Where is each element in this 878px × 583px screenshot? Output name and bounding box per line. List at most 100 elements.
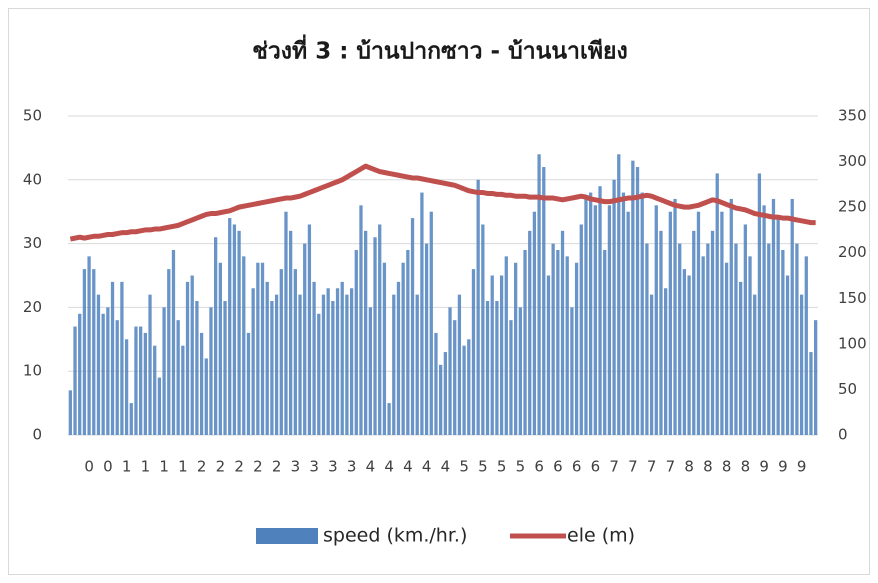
x-tick-label: 8 (703, 458, 713, 476)
bar (443, 352, 447, 435)
y2-tick-label: 0 (838, 426, 848, 444)
bar (354, 249, 358, 435)
bar (546, 275, 551, 435)
bar (729, 198, 733, 435)
y2-tick-label: 150 (838, 289, 867, 307)
bar (298, 294, 302, 435)
bar (565, 256, 569, 435)
x-tick-label: 1 (122, 458, 132, 476)
chart-title: ช่วงที่ 3 : บ้านปากซาว - บ้านนาเพียง (252, 34, 627, 65)
bar (598, 186, 602, 435)
bar (279, 269, 283, 435)
bar (509, 320, 513, 435)
y2-tick-label: 100 (838, 334, 867, 352)
x-tick-label: 6 (553, 458, 563, 476)
bar (574, 262, 579, 435)
x-tick-label: 6 (591, 458, 601, 476)
bar (504, 256, 508, 435)
x-tick-label: 1 (159, 458, 169, 476)
bar (289, 230, 293, 435)
x-tick-label: 5 (459, 458, 469, 476)
bar (274, 294, 279, 435)
bar (664, 288, 668, 435)
x-tick-label: 5 (478, 458, 488, 476)
bar (439, 364, 443, 435)
bar (551, 243, 555, 435)
bar (246, 332, 251, 435)
bar (532, 211, 537, 435)
bar (631, 160, 635, 435)
bar (617, 154, 621, 435)
x-tick-label: 8 (741, 458, 751, 476)
bar (809, 352, 813, 435)
bar (804, 256, 808, 435)
bar (307, 224, 312, 435)
bar (753, 294, 757, 435)
bar (110, 281, 115, 435)
x-tick-label: 8 (722, 458, 732, 476)
bar (448, 307, 452, 435)
bar (317, 313, 321, 435)
bar (312, 281, 316, 435)
bar (96, 294, 101, 435)
y-tick-label: 30 (23, 234, 42, 252)
bar (209, 307, 213, 435)
bar (682, 269, 687, 435)
bar (134, 326, 138, 435)
bar (92, 269, 96, 435)
bar (528, 230, 532, 435)
bar (335, 288, 340, 435)
bar (260, 262, 265, 435)
bar (387, 403, 391, 435)
bar (129, 403, 133, 435)
bar (185, 281, 190, 435)
bar (331, 301, 335, 435)
bar (514, 262, 518, 435)
bar (785, 275, 790, 435)
x-tick-label: 6 (572, 458, 582, 476)
x-tick-label: 5 (516, 458, 526, 476)
x-tick-label: 3 (309, 458, 319, 476)
bar (696, 211, 701, 435)
bar (537, 154, 541, 435)
bar (396, 281, 401, 435)
bar (678, 243, 682, 435)
x-tick-label: 0 (84, 458, 94, 476)
bar (668, 211, 672, 435)
legend-label: speed (km./hr.) (323, 525, 467, 547)
bar (406, 249, 410, 435)
bar (635, 167, 640, 436)
bar (659, 230, 663, 435)
bar (303, 243, 307, 435)
bar (556, 249, 560, 435)
bar (799, 294, 804, 435)
bar (340, 281, 344, 435)
legend-label: ele (m) (567, 525, 635, 547)
bar (232, 224, 237, 435)
x-tick-label: 1 (178, 458, 188, 476)
bar (499, 275, 504, 435)
bar (424, 243, 429, 435)
bar (270, 301, 274, 435)
bar (349, 288, 354, 435)
bar (190, 275, 194, 435)
x-tick-label: 4 (441, 458, 451, 476)
bar (607, 205, 612, 435)
bar (420, 192, 424, 435)
bar (748, 256, 752, 435)
bar (401, 262, 405, 435)
legend-swatch (256, 528, 318, 544)
bar (223, 301, 227, 435)
x-tick-label: 9 (778, 458, 788, 476)
bar (795, 243, 799, 435)
bar (228, 218, 232, 435)
bar (654, 205, 658, 435)
bar (78, 313, 82, 435)
bar (720, 211, 724, 435)
bar (476, 179, 480, 435)
x-tick-label: 1 (141, 458, 151, 476)
bar (434, 332, 438, 435)
bar (415, 294, 419, 435)
bar (490, 275, 494, 435)
bar (743, 224, 747, 435)
